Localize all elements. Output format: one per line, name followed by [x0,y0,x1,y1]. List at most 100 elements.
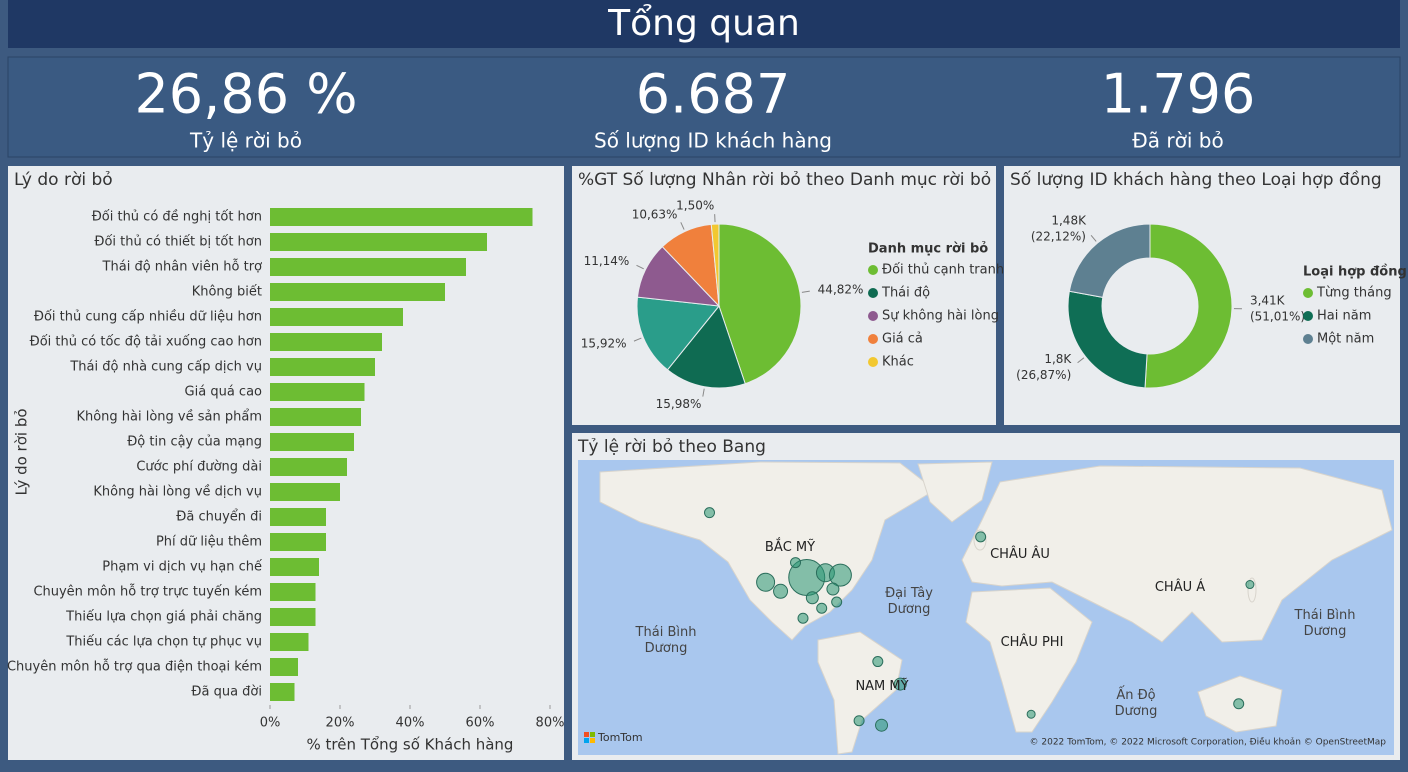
x-tick-label: 40% [396,716,425,731]
map-label: Thái Bình Dương [1290,608,1360,640]
panel-title: %GT Số lượng Nhân rời bỏ theo Danh mục r… [578,169,991,190]
y-tick-label: Không hài lòng về sản phẩm [76,410,262,425]
map-bubble [817,603,827,613]
data-label: 1,8K [1044,352,1072,366]
map-bubble [827,583,839,595]
bar [270,583,316,601]
bar [270,333,382,351]
y-axis-title: Lý do rời bỏ [13,408,31,495]
legend-swatch [868,288,878,298]
legend-label: Khác [882,355,914,370]
y-tick-label: Thái độ nhân viên hỗ trợ [102,260,262,275]
panel-title: Số lượng ID khách hàng theo Loại hợp đồn… [1010,169,1382,190]
logo-text: TomTom [597,731,643,744]
bar [270,283,445,301]
kpi-value: 6.687 [636,63,791,126]
map [578,460,1394,755]
header-title: Tổng quan [607,3,800,44]
map-label: NAM MỸ [842,679,922,695]
map-bubble [1234,699,1244,709]
legend-label: Đối thủ cạnh tranh [882,263,1004,278]
bar [270,508,326,526]
map-label: Thái Bình Dương [631,625,701,657]
bar [270,658,298,676]
data-label: (22,12%) [1031,230,1086,244]
y-tick-label: Đối thủ có tốc độ tải xuống cao hơn [30,335,262,350]
kpi-value: 26,86 % [134,63,357,126]
kpi-label: Số lượng ID khách hàng [594,129,832,153]
y-tick-label: Chuyên môn hỗ trợ trực tuyến kém [33,585,262,600]
bar [270,533,326,551]
map-bubble [1246,581,1254,589]
y-tick-label: Đã qua đời [191,685,262,700]
map-label: CHÂU ÂU [980,547,1060,563]
legend-swatch [1303,288,1313,298]
map-bubble [774,584,788,598]
attribution: © 2022 TomTom, © 2022 Microsoft Corporat… [1030,737,1387,748]
bar [270,683,295,701]
y-tick-label: Phí dữ liệu thêm [156,535,262,550]
bar [270,358,375,376]
x-axis-title: % trên Tổng số Khách hàng [307,736,514,754]
legend-label: Thái độ [881,286,930,301]
bar [270,608,316,626]
x-tick-label: 60% [466,716,495,731]
legend-swatch [868,311,878,321]
y-tick-label: Thái độ nhà cung cấp dịch vụ [69,360,262,375]
data-label: 1,48K [1051,214,1087,228]
bar [270,558,319,576]
kpi-label: Đã rời bỏ [1132,129,1223,153]
data-label: 11,14% [584,254,630,268]
kpi-value: 1.796 [1101,63,1256,126]
data-label: 10,63% [632,208,678,222]
legend-label: Từng tháng [1316,286,1392,301]
bar [270,458,347,476]
panel-title: Tỷ lệ rời bỏ theo Bang [577,437,766,457]
y-tick-label: Đối thủ cung cấp nhiều dữ liệu hơn [34,310,262,325]
map-label: Đại Tây Dương [874,586,944,618]
bar [270,483,340,501]
map-bubble [705,508,715,518]
map-label: Ấn Độ Dương [1106,688,1166,720]
bar [270,208,533,226]
bar [270,383,365,401]
panel-title: Lý do rời bỏ [14,170,113,190]
map-bubble [798,613,808,623]
map-bubble [876,719,888,731]
y-tick-label: Đối thủ có thiết bị tốt hơn [94,235,262,250]
kpi-label: Tỷ lệ rời bỏ [189,129,302,153]
map-label: BẮC MỸ [750,540,830,556]
legend-label: Hai năm [1317,309,1371,324]
y-tick-label: Thiếu các lựa chọn tự phục vụ [65,635,262,650]
legend-title: Danh mục rời bỏ [868,242,988,257]
legend-label: Sự không hài lòng [882,309,999,324]
data-label: 44,82% [818,282,864,296]
map-bubble [806,592,818,604]
legend-swatch [868,357,878,367]
data-label: (26,87%) [1016,368,1071,382]
x-tick-label: 0% [260,716,281,731]
bar [270,433,354,451]
legend-swatch [1303,334,1313,344]
map-bubble [1027,710,1035,718]
map-bubble [791,558,801,568]
y-tick-label: Độ tin cậy của mạng [127,435,262,450]
legend-label: Một năm [1317,332,1374,347]
y-tick-label: Phạm vi dịch vụ hạn chế [102,560,262,575]
y-tick-label: Giá quá cao [185,385,262,400]
legend-swatch [868,265,878,275]
y-tick-label: Đối thủ có đề nghị tốt hơn [92,210,262,225]
x-tick-label: 80% [536,716,565,731]
x-tick-label: 20% [326,716,355,731]
data-label: 3,41K [1250,294,1286,308]
y-tick-label: Đã chuyển đi [176,510,262,525]
map-label: CHÂU PHI [992,635,1072,651]
map-bubble [832,597,842,607]
bar [270,258,466,276]
map-label: CHÂU Á [1140,580,1220,596]
legend-swatch [868,334,878,344]
map-bubble [757,573,775,591]
bar [270,408,361,426]
